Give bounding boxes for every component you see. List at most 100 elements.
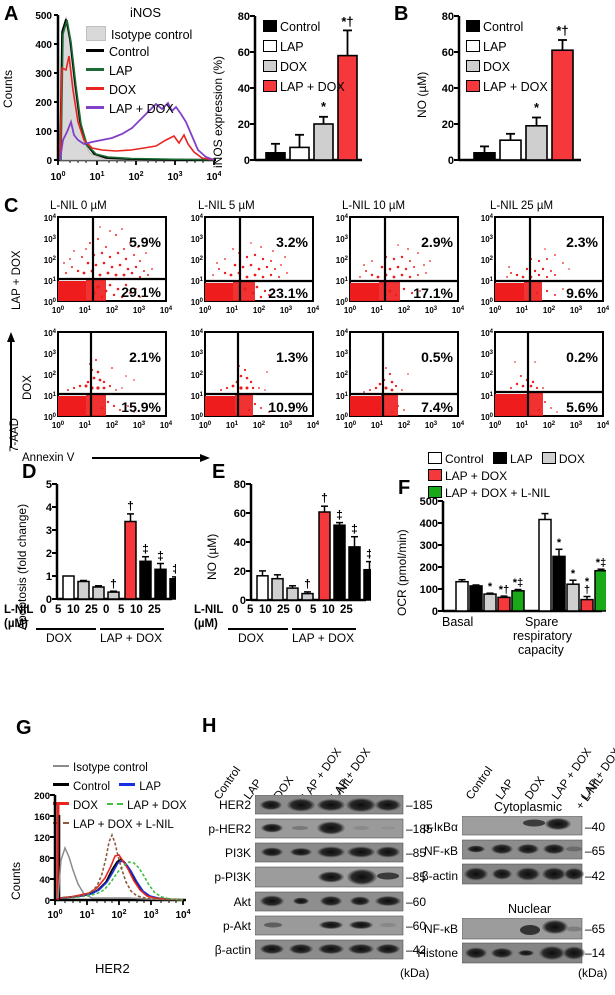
svg-text:100: 100 <box>44 413 57 422</box>
flow-plot-dox-0um: 104 103 102 101 100 2.1% 15.9% 100 101 1… <box>44 329 173 430</box>
panel-b-legend-dox: DOX <box>466 60 510 74</box>
panel-g-legend-row2: Control LAP <box>53 781 161 793</box>
svg-text:103: 103 <box>44 235 57 244</box>
panel-d-group-underline-dox <box>36 628 96 630</box>
swatch-control <box>466 20 480 32</box>
svg-text:102: 102 <box>128 171 143 183</box>
svg-text:20: 20 <box>238 119 250 131</box>
panel-c-yaxis-arrow <box>7 332 15 448</box>
svg-text:*: * <box>534 100 540 115</box>
svg-text:100: 100 <box>199 306 212 315</box>
dox-line-swatch <box>53 802 69 805</box>
svg-text:104: 104 <box>597 306 610 315</box>
svg-text:103: 103 <box>133 306 146 315</box>
panel-a-bar-legend-dox: DOX <box>263 60 307 74</box>
flow-plot-lapdox-5um: 104 103 102 101 100 3.2% 23.1% 100 101 <box>191 214 320 315</box>
svg-text:104: 104 <box>160 421 173 430</box>
svg-text:200: 200 <box>420 562 438 574</box>
legend-label: LAP + DOX + L-NIL <box>445 486 551 500</box>
panel-e-xtick-4: 0 <box>295 604 302 616</box>
panel-letter-g: G <box>16 717 32 739</box>
svg-text:101: 101 <box>336 277 349 286</box>
svg-text:‡: ‡ <box>157 549 164 563</box>
svg-text:80: 80 <box>442 11 454 23</box>
svg-text:2: 2 <box>46 548 52 560</box>
svg-text:60: 60 <box>442 47 454 59</box>
svg-text:40: 40 <box>442 83 454 95</box>
svg-text:*‡: *‡ <box>596 557 606 569</box>
blot-mw-p-her2: –185 <box>406 822 433 836</box>
quadrant-ur-value: 2.3% <box>566 234 598 250</box>
blot-right-lane-label-control: Control <box>464 764 496 802</box>
svg-text:500: 500 <box>420 496 438 508</box>
panel-c-ylabel: 7-AAD <box>9 418 21 452</box>
svg-text:0: 0 <box>432 606 438 618</box>
svg-text:100: 100 <box>489 306 502 315</box>
quadrant-lr-value: 23.1% <box>268 285 308 301</box>
svg-text:†: † <box>110 577 117 591</box>
flow-plot-lapdox-0um: 104 103 102 101 100 <box>44 214 173 315</box>
swatch-lap <box>493 452 508 464</box>
quadrant-lr-value: 29.1% <box>121 284 161 300</box>
quadrant-ur-value: 2.1% <box>129 349 161 365</box>
panel-e-group-label-lapdox: LAP + DOX <box>292 631 355 645</box>
svg-text:100: 100 <box>50 171 65 183</box>
svg-text:103: 103 <box>425 421 438 430</box>
panel-g-histogram: 200 160 120 80 40 0 100 101 102 <box>34 791 190 921</box>
quadrant-lr-value: 10.9% <box>268 399 308 415</box>
legend-label: LAP + DOX <box>445 469 508 483</box>
quadrant-ur-value: 5.9% <box>129 234 161 250</box>
svg-text:*: * <box>488 581 493 593</box>
svg-text:100: 100 <box>52 421 65 430</box>
svg-text:103: 103 <box>336 350 349 359</box>
control-line-swatch <box>86 49 104 52</box>
svg-text:102: 102 <box>543 306 556 315</box>
swatch-lapdox <box>263 80 277 92</box>
legend-label: LAP <box>483 40 507 54</box>
panel-e-group-underline-lapdox <box>292 628 356 630</box>
panel-letter-h: H <box>202 715 217 737</box>
blot-section-title-cytoplasmic: Cytoplasmic <box>494 800 563 814</box>
svg-text:101: 101 <box>89 171 104 183</box>
panel-d-xlabel-1: L-NIL <box>4 604 34 616</box>
svg-text:100: 100 <box>199 421 212 430</box>
panel-a-legend-item-lapdox: LAP + DOX <box>86 102 174 116</box>
svg-text:60: 60 <box>238 47 250 59</box>
svg-text:40: 40 <box>238 83 250 95</box>
svg-text:†: † <box>304 577 311 591</box>
panel-a-legend-item-control: Control <box>86 45 149 59</box>
svg-text:1: 1 <box>46 571 52 583</box>
svg-text:102: 102 <box>543 421 556 430</box>
svg-text:*†: *† <box>499 584 509 596</box>
svg-text:104: 104 <box>307 421 320 430</box>
svg-text:*: * <box>571 568 576 580</box>
legend-label: Control <box>73 781 111 793</box>
panel-e-group-label-dox: DOX <box>238 631 265 645</box>
svg-text:80: 80 <box>234 479 246 491</box>
svg-text:100: 100 <box>35 127 52 138</box>
panel-a-legend-item-lap: LAP <box>86 64 133 78</box>
svg-text:101: 101 <box>44 392 57 401</box>
svg-text:103: 103 <box>44 350 57 359</box>
panel-e-xtick-7: 25 <box>340 604 353 616</box>
svg-text:101: 101 <box>481 277 494 286</box>
legend-label: DOX <box>109 83 137 97</box>
legend-label: Isotype control <box>73 762 148 774</box>
svg-text:0: 0 <box>240 595 246 607</box>
svg-text:80: 80 <box>238 11 250 23</box>
svg-text:101: 101 <box>336 392 349 401</box>
svg-text:104: 104 <box>481 214 494 223</box>
blot-kda-right: (kDa) <box>578 966 608 980</box>
lapdox-line-swatch <box>86 106 104 109</box>
flow-plot-dox-25um: 104 103 102 101 100 0.2% 5.6% 100 101 10… <box>481 329 610 430</box>
svg-text:103: 103 <box>280 421 293 430</box>
panel-f-category-spare-2: respiratory <box>513 629 573 643</box>
svg-text:†: † <box>321 491 328 505</box>
panel-d-xtick-5: 5 <box>118 604 125 616</box>
svg-text:101: 101 <box>516 306 529 315</box>
svg-text:0: 0 <box>46 156 52 167</box>
panel-e-xlabel-2: (µM) <box>194 618 218 630</box>
panel-letter-f: F <box>398 477 411 499</box>
legend-label: LAP + DOX <box>109 102 174 116</box>
svg-text:0: 0 <box>45 896 50 907</box>
